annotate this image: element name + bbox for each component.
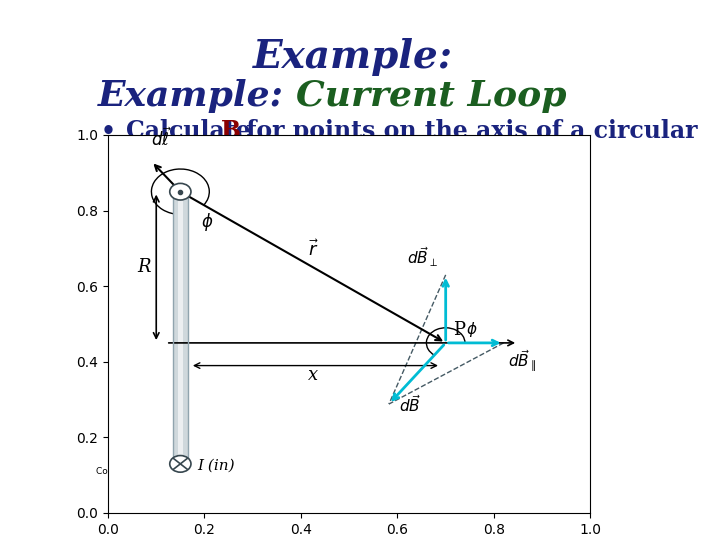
Text: .: . — [456, 148, 464, 172]
Text: Calculate: Calculate — [126, 119, 259, 143]
Text: I (in): I (in) — [197, 459, 235, 472]
Text: for points on the axis of a circular: for points on the axis of a circular — [238, 119, 698, 143]
Text: Copyright © 2000 Pearson Education, Inc.: Copyright © 2000 Pearson Education, Inc. — [96, 468, 286, 476]
Text: $d\vec{B}_\perp$: $d\vec{B}_\perp$ — [408, 246, 438, 269]
Text: $\vec{r}$: $\vec{r}$ — [307, 239, 318, 260]
Bar — [173, 192, 188, 464]
Text: carrying a current: carrying a current — [319, 148, 577, 172]
Bar — [178, 192, 183, 464]
Text: P: P — [453, 321, 465, 339]
Text: $d\vec{\ell}$: $d\vec{\ell}$ — [150, 127, 171, 150]
Text: loop of wire of radius: loop of wire of radius — [126, 148, 416, 172]
Bar — [173, 192, 188, 464]
Bar — [174, 168, 547, 460]
Circle shape — [170, 456, 191, 472]
Text: Example:: Example: — [98, 79, 297, 113]
Text: Example:: Example: — [253, 38, 467, 76]
Text: R: R — [307, 148, 328, 172]
Text: R: R — [138, 258, 151, 276]
Text: $d\vec{B}_\parallel$: $d\vec{B}_\parallel$ — [508, 349, 536, 374]
Text: x: x — [308, 366, 318, 384]
Circle shape — [170, 184, 191, 200]
Text: •: • — [101, 119, 125, 143]
Text: $\phi$: $\phi$ — [467, 320, 478, 339]
Text: $\phi$: $\phi$ — [201, 211, 213, 233]
Text: I: I — [444, 148, 455, 172]
Text: Current Loop: Current Loop — [297, 79, 567, 113]
Text: $d\vec{B}$: $d\vec{B}$ — [399, 394, 420, 415]
Text: B: B — [221, 119, 241, 143]
